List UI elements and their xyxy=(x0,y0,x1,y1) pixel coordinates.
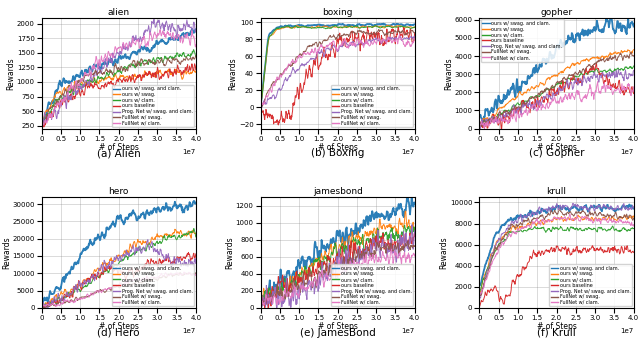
Title: boxing: boxing xyxy=(323,8,353,17)
Title: krull: krull xyxy=(547,188,566,197)
Text: (e) JamesBond: (e) JamesBond xyxy=(300,328,376,338)
Legend: ours w/ swag. and clam., ours w/ swag., ours w/ clam., ours baseline, Prog. Net : ours w/ swag. and clam., ours w/ swag., … xyxy=(481,19,564,62)
X-axis label: # of Steps: # of Steps xyxy=(317,322,358,331)
Text: (a) Alien: (a) Alien xyxy=(97,148,141,158)
X-axis label: # of Steps: # of Steps xyxy=(536,322,577,331)
Text: 1e7: 1e7 xyxy=(620,328,634,334)
Legend: ours w/ swag. and clam., ours w/ swag., ours w/ clam., ours baseline, Prog. Net : ours w/ swag. and clam., ours w/ swag., … xyxy=(550,264,632,306)
Legend: ours w/ swag. and clam., ours w/ swag., ours w/ clam., ours baseline, Prog. Net : ours w/ swag. and clam., ours w/ swag., … xyxy=(330,85,413,127)
X-axis label: # of Steps: # of Steps xyxy=(317,143,358,152)
Text: (d) Hero: (d) Hero xyxy=(97,328,140,338)
Y-axis label: Rewards: Rewards xyxy=(444,57,453,90)
Y-axis label: Rewards: Rewards xyxy=(2,236,11,269)
Text: 1e7: 1e7 xyxy=(401,328,415,334)
Title: hero: hero xyxy=(109,188,129,197)
Text: 1e7: 1e7 xyxy=(401,149,415,155)
Y-axis label: Rewards: Rewards xyxy=(440,236,449,269)
Text: 1e7: 1e7 xyxy=(182,149,196,155)
Text: (b) Boxing: (b) Boxing xyxy=(311,148,364,158)
X-axis label: # of Steps: # of Steps xyxy=(536,143,577,152)
Legend: ours w/ swag. and clam., ours w/ swag., ours w/ clam., ours baseline, Prog. Net : ours w/ swag. and clam., ours w/ swag., … xyxy=(111,85,195,127)
Y-axis label: Rewards: Rewards xyxy=(228,57,237,90)
Legend: ours w/ swag. and clam., ours w/ swag., ours w/ clam., ours baseline, Prog. Net : ours w/ swag. and clam., ours w/ swag., … xyxy=(111,264,195,306)
X-axis label: # of Steps: # of Steps xyxy=(99,143,139,152)
X-axis label: # of Steps: # of Steps xyxy=(99,322,139,331)
Title: alien: alien xyxy=(108,8,130,17)
Y-axis label: Rewards: Rewards xyxy=(225,236,234,269)
Title: jamesbond: jamesbond xyxy=(313,188,362,197)
Title: gopher: gopher xyxy=(540,8,573,17)
Text: (f) Krull: (f) Krull xyxy=(537,328,576,338)
Legend: ours w/ swag. and clam., ours w/ swag., ours w/ clam., ours baseline, Prog. Net : ours w/ swag. and clam., ours w/ swag., … xyxy=(330,264,413,306)
Text: (c) Gopher: (c) Gopher xyxy=(529,148,584,158)
Y-axis label: Rewards: Rewards xyxy=(6,57,15,90)
Text: 1e7: 1e7 xyxy=(620,149,634,155)
Text: 1e7: 1e7 xyxy=(182,328,196,334)
